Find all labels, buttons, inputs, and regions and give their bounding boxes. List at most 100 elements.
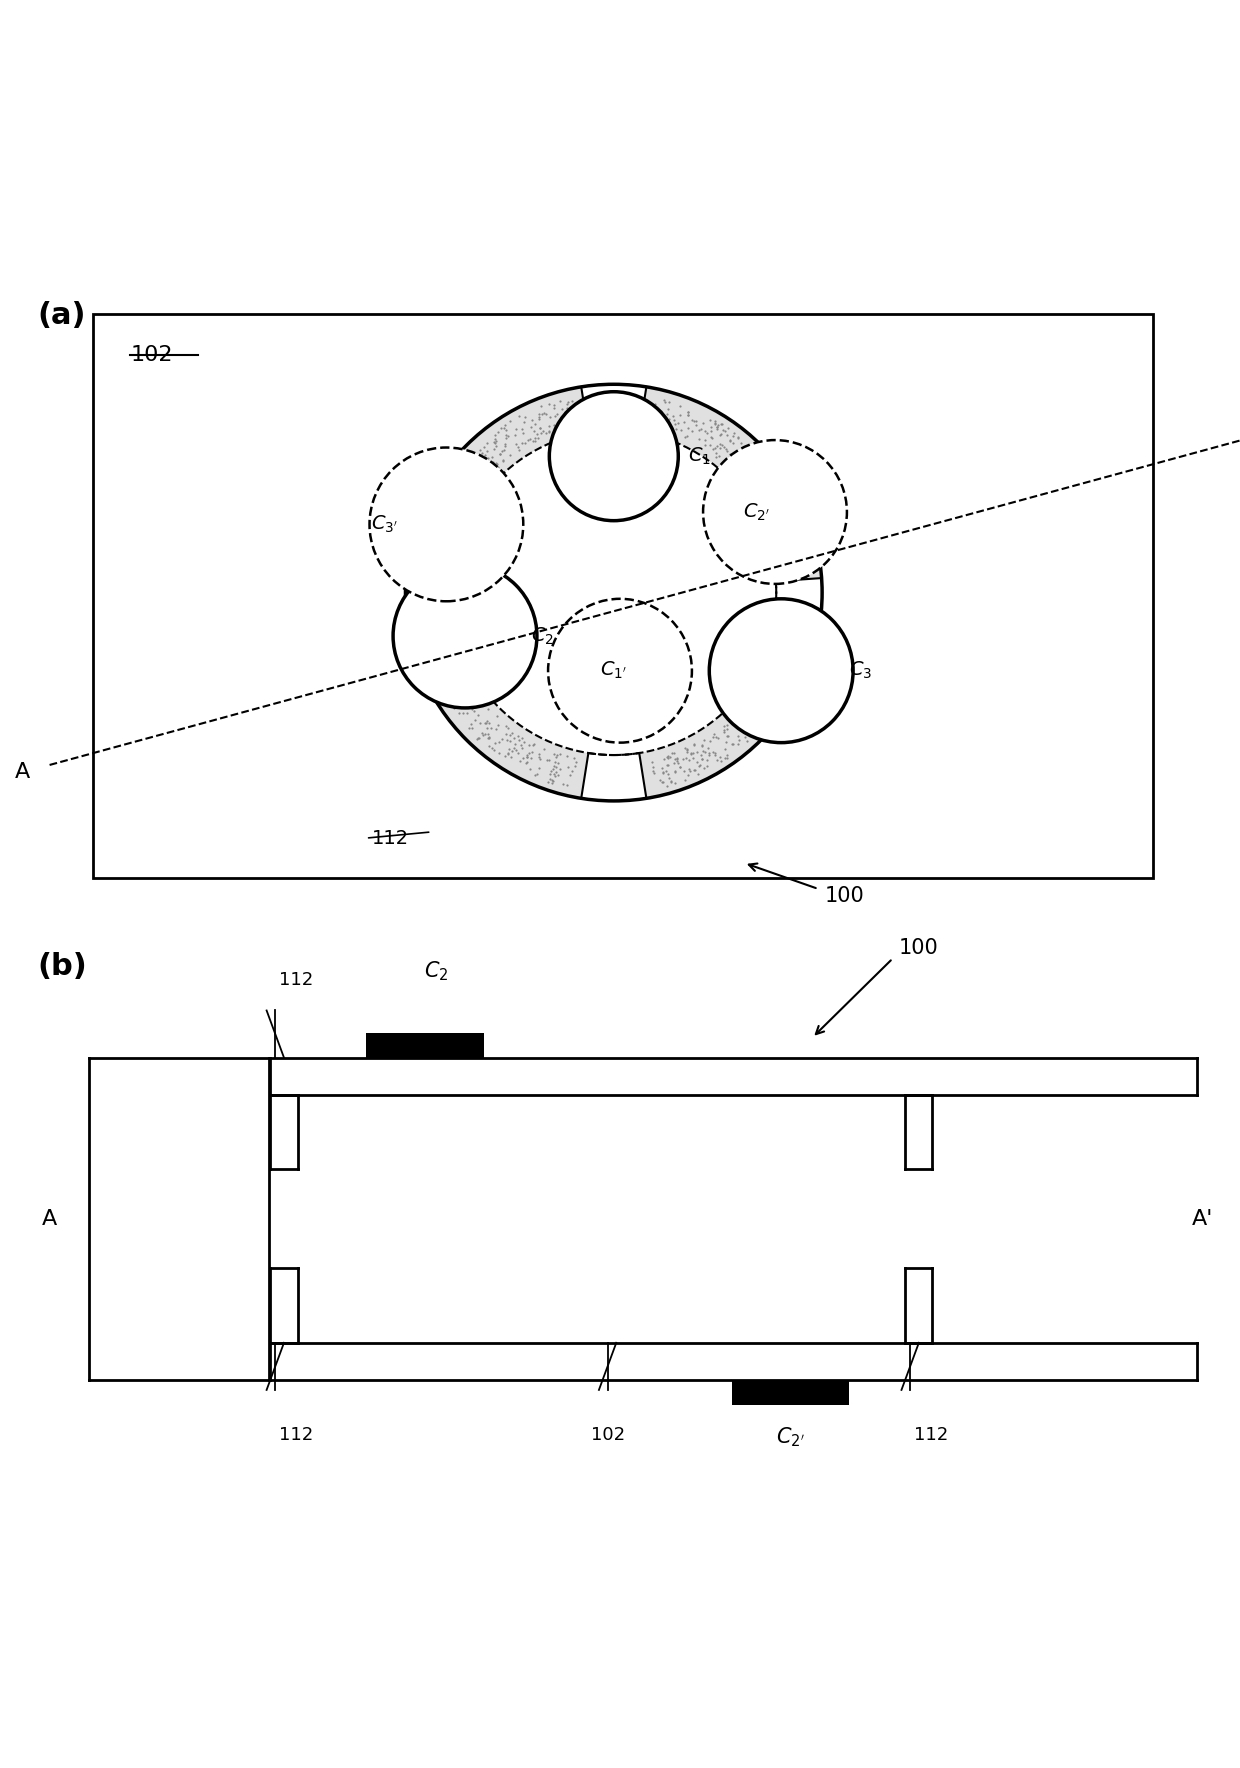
- Point: [787, 499, 807, 527]
- Point: [763, 679, 782, 707]
- Point: [728, 423, 748, 451]
- Point: [678, 398, 698, 426]
- Point: [450, 677, 470, 705]
- Point: [704, 739, 724, 767]
- Point: [485, 728, 505, 757]
- Point: [774, 520, 794, 548]
- Point: [702, 412, 722, 440]
- Point: [551, 407, 570, 435]
- Point: [779, 656, 799, 684]
- Point: [769, 527, 789, 555]
- Point: [761, 670, 781, 698]
- Point: [516, 750, 536, 778]
- Point: [532, 400, 552, 428]
- Point: [479, 695, 498, 723]
- Point: [706, 741, 725, 769]
- Point: [495, 412, 515, 440]
- Point: [718, 721, 738, 750]
- Point: [446, 506, 466, 534]
- Point: [750, 691, 770, 720]
- Point: [482, 734, 502, 762]
- Point: [706, 435, 725, 463]
- Text: $C_{2'}$: $C_{2'}$: [775, 1425, 805, 1450]
- Point: [429, 626, 449, 654]
- Text: (b): (b): [37, 953, 87, 981]
- Point: [646, 398, 666, 426]
- Point: [719, 442, 739, 470]
- Point: [464, 697, 484, 725]
- Point: [449, 497, 469, 525]
- Point: [652, 767, 672, 796]
- Point: [703, 435, 723, 463]
- Point: [665, 744, 684, 773]
- Point: [717, 744, 737, 773]
- Point: [761, 690, 781, 718]
- Point: [712, 410, 732, 438]
- Point: [440, 628, 460, 656]
- Point: [761, 645, 781, 674]
- Point: [441, 659, 461, 688]
- Point: [544, 741, 564, 769]
- Text: 112: 112: [279, 971, 314, 990]
- Point: [480, 725, 500, 753]
- Point: [795, 638, 815, 667]
- Point: [687, 748, 707, 776]
- Point: [477, 428, 497, 456]
- Point: [423, 651, 443, 679]
- Point: [745, 438, 765, 467]
- Point: [657, 773, 677, 801]
- Point: [469, 723, 489, 751]
- Point: [477, 714, 497, 743]
- Point: [494, 446, 513, 474]
- Point: [794, 638, 813, 667]
- Point: [748, 704, 768, 732]
- Point: [766, 649, 786, 677]
- Point: [487, 711, 507, 739]
- Point: [557, 412, 577, 440]
- Point: [417, 520, 436, 548]
- Point: [665, 757, 684, 785]
- Point: [439, 467, 459, 495]
- Point: [697, 746, 717, 774]
- Point: [456, 469, 476, 497]
- Point: [782, 647, 802, 675]
- Point: [496, 421, 516, 449]
- Text: $C_2$: $C_2$: [531, 626, 553, 647]
- Point: [460, 460, 480, 488]
- Point: [776, 499, 796, 527]
- Polygon shape: [771, 578, 822, 644]
- Point: [542, 766, 562, 794]
- Point: [781, 652, 801, 681]
- Point: [756, 667, 776, 695]
- Point: [451, 500, 471, 529]
- Point: [651, 398, 671, 426]
- Point: [501, 743, 521, 771]
- Point: [427, 490, 446, 518]
- Point: [790, 509, 810, 537]
- Point: [547, 410, 567, 438]
- Point: [682, 407, 702, 435]
- Point: [735, 723, 755, 751]
- Point: [756, 470, 776, 499]
- Point: [467, 682, 487, 711]
- Point: [746, 704, 766, 732]
- Point: [782, 507, 802, 536]
- Point: [508, 721, 528, 750]
- Point: [562, 387, 582, 415]
- Point: [430, 621, 450, 649]
- Point: [683, 739, 703, 767]
- Point: [434, 532, 454, 560]
- Point: [459, 667, 479, 695]
- Point: [449, 677, 469, 705]
- Point: [443, 495, 463, 523]
- Point: [503, 734, 523, 762]
- Point: [658, 741, 678, 769]
- Point: [708, 723, 728, 751]
- Point: [684, 407, 704, 435]
- Point: [771, 500, 791, 529]
- Point: [786, 638, 806, 667]
- Point: [467, 723, 487, 751]
- Point: [518, 426, 538, 454]
- Point: [665, 739, 684, 767]
- Point: [714, 718, 734, 746]
